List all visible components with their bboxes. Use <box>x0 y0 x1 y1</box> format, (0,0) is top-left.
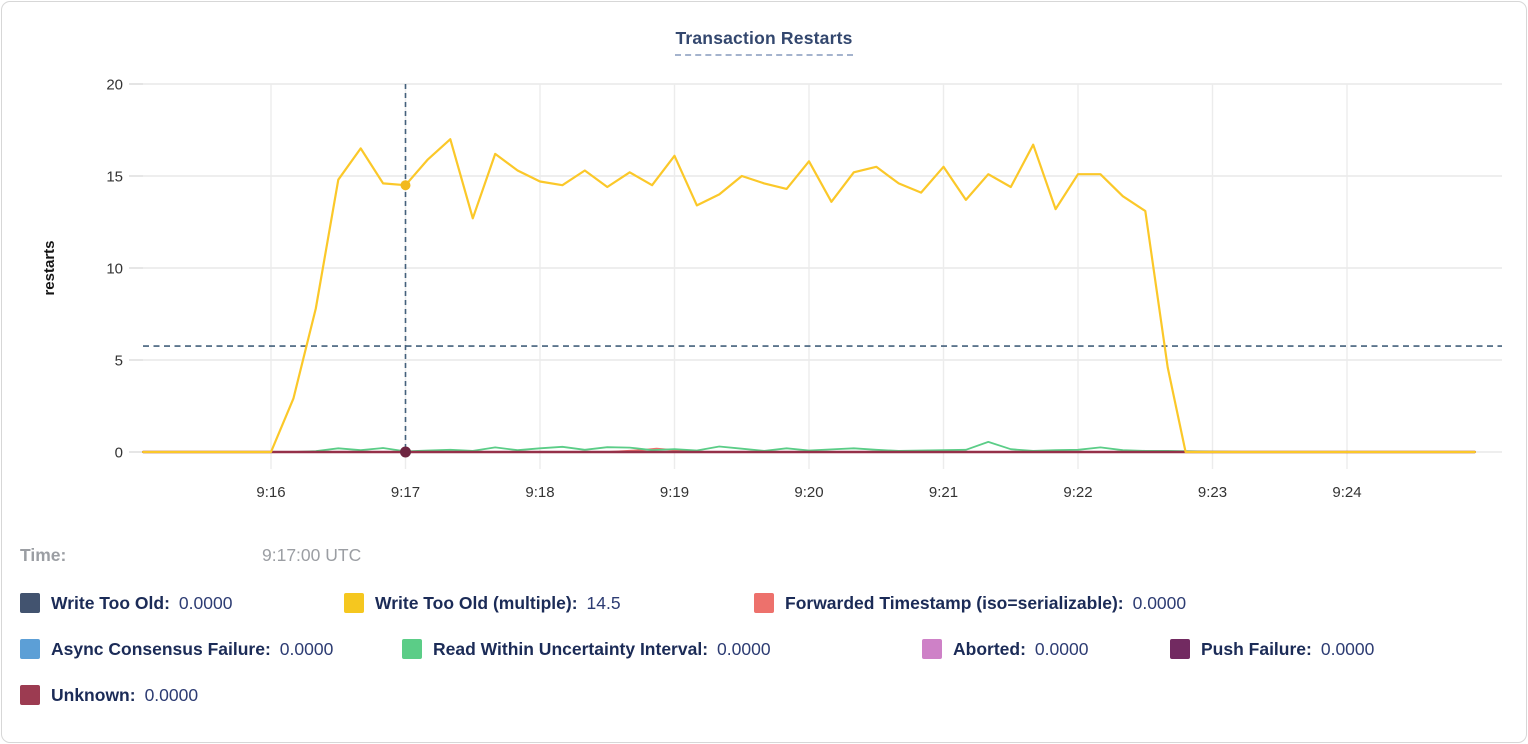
legend-value: 0.0000 <box>1034 638 1089 659</box>
x-tick-label-9:16: 9:16 <box>256 484 285 501</box>
legend-swatch <box>922 639 942 659</box>
x-tick-label-9:21: 9:21 <box>929 484 958 501</box>
chart-title-wrap: Transaction Restarts <box>2 28 1526 56</box>
legend-label: Write Too Old: <box>51 592 170 613</box>
legend-label: Aborted: <box>953 638 1026 659</box>
x-tick-label-9:23: 9:23 <box>1198 484 1227 501</box>
legend-swatch <box>20 639 40 659</box>
legend-item-write-too-old-multiple: Write Too Old (multiple): 14.5 <box>344 588 702 618</box>
transaction-restarts-chart[interactable]: 0 5 10 15 20 9:16 9:17 9:18 9:19 9:20 9:21 9:22 9:23… <box>2 2 1527 517</box>
y-tick-label-0: 0 <box>115 445 123 462</box>
legend-swatch <box>20 685 40 705</box>
legend-label: Read Within Uncertainty Interval: <box>433 638 709 659</box>
legend-swatch <box>20 593 40 613</box>
tooltip-time-value: 9:17:00 UTC <box>262 545 362 565</box>
y-tick-label-15: 15 <box>106 169 123 186</box>
legend-label: Unknown: <box>51 684 136 705</box>
y-tick-label-20: 20 <box>106 77 123 94</box>
x-tick-label-9:22: 9:22 <box>1063 484 1092 501</box>
legend-item-async-consensus-failure: Async Consensus Failure: 0.0000 <box>20 634 350 664</box>
legend-value: 0.0000 <box>717 638 771 659</box>
x-tick-label-9:20: 9:20 <box>794 484 823 501</box>
x-tick-label-9:18: 9:18 <box>525 484 554 501</box>
x-tick-label-9:19: 9:19 <box>660 484 689 501</box>
x-tick-label-9:24: 9:24 <box>1332 484 1361 501</box>
legend-label: Forwarded Timestamp (iso=serializable): <box>785 592 1124 613</box>
tooltip-time-row: Time: 9:17:00 UTC <box>20 545 361 566</box>
crosshair-dot-write-too-old-multiple <box>400 180 411 191</box>
legend-item-aborted: Aborted: 0.0000 <box>922 634 1118 664</box>
legend-item-forwarded-timestamp: Forwarded Timestamp (iso=serializable): … <box>754 588 1206 618</box>
legend-swatch <box>344 593 364 613</box>
legend-value: 0.0000 <box>1320 638 1375 659</box>
crosshair-dot-unknown <box>400 446 411 458</box>
legend-value: 0.0000 <box>178 592 233 613</box>
legend-item-write-too-old: Write Too Old: 0.0000 <box>20 588 292 618</box>
series-line-write-too-old-multiple <box>142 138 1476 454</box>
legend-value: 0.0000 <box>1132 592 1187 613</box>
legend-label: Push Failure: <box>1201 638 1312 659</box>
legend-swatch <box>1170 639 1190 659</box>
legend-value: 0.0000 <box>279 638 334 659</box>
tooltip-time-label: Time: <box>20 545 67 565</box>
legend-item-read-within-uncertainty-interval: Read Within Uncertainty Interval: 0.0000 <box>402 634 870 664</box>
legend-item-push-failure: Push Failure: 0.0000 <box>1170 634 1420 664</box>
legend-value: 14.5 <box>586 592 621 613</box>
legend-label: Async Consensus Failure: <box>51 638 271 659</box>
y-tick-label-5: 5 <box>115 353 123 370</box>
y-axis-label: restarts <box>41 240 58 295</box>
y-tick-label-10: 10 <box>106 261 123 278</box>
legend-swatch <box>402 639 422 659</box>
legend-swatch <box>754 593 774 613</box>
x-tick-label-9:17: 9:17 <box>391 484 420 501</box>
chart-legend: Write Too Old: 0.0000 Write Too Old (mul… <box>20 588 1512 710</box>
legend-item-unknown: Unknown: 0.0000 <box>20 680 198 710</box>
legend-label: Write Too Old (multiple): <box>375 592 578 613</box>
chart-title[interactable]: Transaction Restarts <box>675 28 853 56</box>
legend-value: 0.0000 <box>144 684 199 705</box>
